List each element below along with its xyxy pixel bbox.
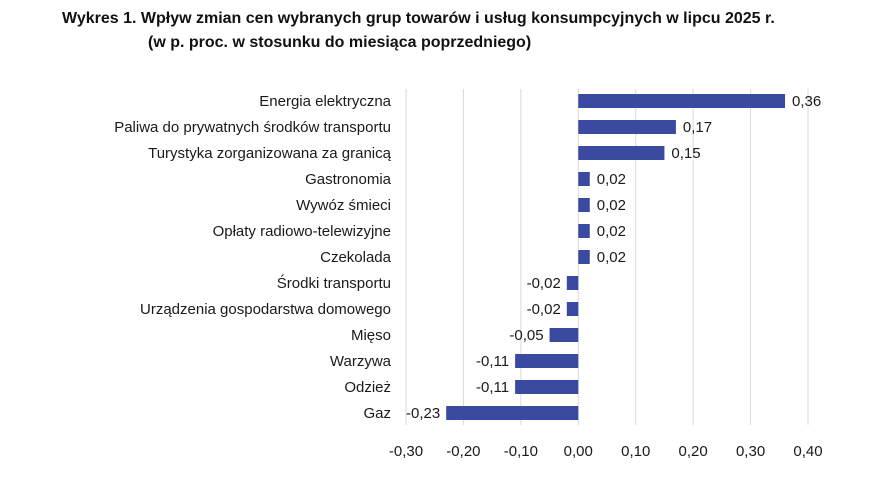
category-label: Gaz	[363, 405, 391, 422]
bar	[578, 120, 676, 134]
bar	[566, 302, 579, 316]
bars	[446, 94, 786, 420]
data-label: 0,02	[597, 197, 626, 214]
data-label: 0,36	[792, 93, 821, 110]
category-label: Turystyka zorganizowana za granicą	[148, 145, 392, 162]
bar	[578, 250, 590, 264]
data-label: 0,02	[597, 223, 626, 240]
category-label: Warzywa	[330, 353, 392, 370]
category-label: Mięso	[351, 327, 391, 344]
category-label: Urządzenia gospodarstwa domowego	[140, 301, 391, 318]
category-label: Środki transportu	[277, 274, 391, 292]
x-tick-label: -0,10	[504, 443, 538, 460]
data-label: -0,02	[527, 275, 561, 292]
data-label: -0,23	[406, 405, 440, 422]
bar	[446, 406, 579, 420]
category-label: Paliwa do prywatnych środków transportu	[114, 119, 391, 136]
category-label: Wywóz śmieci	[296, 197, 391, 214]
data-label: -0,11	[476, 353, 509, 370]
data-label: -0,02	[527, 301, 561, 318]
category-labels: Energia elektryczna Paliwa do prywatnych …	[114, 93, 391, 422]
category-label: Gastronomia	[305, 171, 392, 188]
bar	[578, 224, 590, 238]
x-tick-label: -0,20	[446, 443, 480, 460]
bar	[578, 94, 786, 108]
value-labels: 0,36 0,17 0,15 0,02 0,02 0,02 0,02 -0,02 -0,02 -0…	[406, 93, 821, 422]
x-tick-label: 0,00	[564, 443, 593, 460]
category-label: Czekolada	[320, 249, 392, 266]
data-label: 0,02	[597, 171, 626, 188]
category-label: Odzież	[344, 379, 391, 396]
x-axis-ticks: -0,30 -0,20 -0,10 0,00 0,10 0,20 0,30 0,40	[389, 443, 823, 460]
data-label: 0,15	[671, 145, 700, 162]
chart-title-line: Wykres 1. Wpływ zmian cen wybranych grup…	[62, 10, 775, 27]
gridlines	[405, 89, 809, 425]
bar	[578, 198, 590, 212]
x-tick-label: 0,10	[621, 443, 650, 460]
data-label: 0,17	[683, 119, 712, 136]
bar	[515, 380, 579, 394]
bar	[515, 354, 579, 368]
data-label: 0,02	[597, 249, 626, 266]
x-tick-label: 0,20	[679, 443, 708, 460]
category-label: Energia elektryczna	[259, 93, 391, 110]
data-label: -0,11	[476, 379, 509, 396]
chart-subtitle: (w p. proc. w stosunku do miesiąca poprz…	[148, 34, 532, 51]
x-tick-label: 0,30	[736, 443, 765, 460]
bar	[578, 172, 590, 186]
x-tick-label: -0,30	[389, 443, 423, 460]
data-label: -0,05	[509, 327, 543, 344]
x-tick-label: 0,40	[793, 443, 822, 460]
category-label: Opłaty radiowo-telewizyjne	[213, 223, 391, 240]
bar	[566, 276, 579, 290]
bar	[578, 146, 665, 160]
bar	[549, 328, 579, 342]
